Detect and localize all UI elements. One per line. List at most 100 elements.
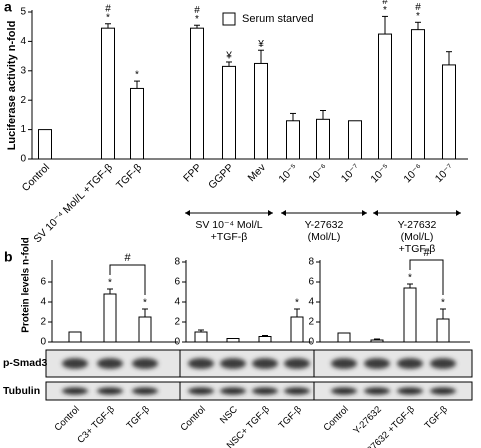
bar <box>194 331 208 343</box>
group-label: Y-27632 <box>398 219 437 231</box>
blot-band <box>62 387 88 395</box>
bracket-label: # <box>124 252 131 264</box>
y-axis-label: Protein levels n-fold <box>21 237 32 333</box>
significance-mark: * <box>143 298 147 309</box>
group-label: (Mol/L) <box>401 231 434 243</box>
x-tick-label: C3+ TGF-β <box>75 404 117 446</box>
significance-mark: * <box>195 14 199 25</box>
y-tick-label: 0 <box>308 337 314 348</box>
significance-mark: * <box>108 278 112 289</box>
x-tick-label: GGPP <box>206 162 236 192</box>
significance-mark: # <box>415 2 421 13</box>
x-tick-label: Mev <box>246 161 269 184</box>
blot-strip <box>313 381 473 401</box>
y-tick-label: 0 <box>174 337 180 348</box>
bar <box>68 331 82 343</box>
significance-mark: # <box>105 3 111 14</box>
significance-bracket <box>109 264 146 295</box>
bracket-label: # <box>423 247 430 259</box>
significance-mark: * <box>383 5 387 16</box>
bar <box>101 27 115 160</box>
bar <box>378 33 392 160</box>
y-tick-label: 4 <box>20 36 26 47</box>
bar <box>190 27 204 160</box>
blot-band <box>252 387 278 395</box>
bar <box>290 316 304 343</box>
y-tick-label: 0 <box>40 337 46 348</box>
y-tick-label: 0 <box>20 154 26 165</box>
x-tick-label: 10⁻⁷ <box>433 161 456 184</box>
y-tick-label: 2 <box>20 95 26 106</box>
y-tick-label: 3 <box>20 65 26 76</box>
x-tick-label: TGF-β <box>277 404 305 432</box>
bar <box>370 339 384 343</box>
bar <box>348 120 362 160</box>
y-tick-label: 4 <box>40 297 46 308</box>
bar <box>286 120 300 160</box>
group-label: +TGF-β <box>211 231 248 243</box>
y-tick-label: 6 <box>174 277 180 288</box>
y-tick-label: 2 <box>308 317 314 328</box>
significance-mark: * <box>441 298 445 309</box>
significance-mark: * <box>295 298 299 309</box>
bar <box>254 62 268 160</box>
blot-band <box>132 358 158 369</box>
significance-bracket <box>409 259 444 295</box>
blot-row-label: p-Smad3 <box>3 357 48 369</box>
blot-band <box>62 358 88 369</box>
blot-band <box>430 387 456 395</box>
blot-band <box>284 358 310 369</box>
significance-mark: * <box>416 11 420 22</box>
bar <box>337 332 351 343</box>
significance-mark: ¥ <box>257 39 264 50</box>
blot-band <box>331 358 357 369</box>
x-tick-label: Control <box>20 162 52 194</box>
x-tick-label: FPP <box>181 162 204 185</box>
significance-mark: * <box>135 70 139 81</box>
legend-label: Serum starved <box>242 13 314 25</box>
x-tick-label: Control <box>321 404 350 433</box>
x-tick-label: 10⁻⁵ <box>276 162 300 186</box>
bar <box>226 338 240 343</box>
legend-swatch <box>222 12 236 26</box>
x-tick-label: NSC <box>218 404 240 426</box>
x-tick-label: TGF-β <box>114 162 144 192</box>
y-tick-label: 8 <box>174 257 180 268</box>
x-tick-label: 10⁻⁶ <box>306 162 330 186</box>
x-tick-label: Control <box>52 404 81 433</box>
x-tick-label: TGF-β <box>125 404 153 432</box>
y-tick-label: 6 <box>308 277 314 288</box>
significance-mark: ¥ <box>225 51 232 62</box>
bar <box>403 287 417 343</box>
panel-label: a <box>4 0 12 15</box>
group-label: SV 10⁻⁴ Mol/L <box>195 219 262 231</box>
bar <box>138 316 152 343</box>
bar <box>38 129 52 160</box>
y-tick-label: 2 <box>40 317 46 328</box>
blot-band <box>397 387 423 395</box>
y-tick-label: 4 <box>308 297 314 308</box>
blot-band <box>364 387 390 395</box>
blot-band <box>331 387 357 395</box>
blot-band <box>188 358 214 369</box>
blot-band <box>97 358 123 369</box>
group-label: +TGF-β <box>399 243 436 255</box>
x-tick-label: 10⁻⁵ <box>368 162 392 186</box>
y-tick-label: 5 <box>20 7 26 18</box>
blot-row-label: Tubulin <box>3 385 40 397</box>
bar <box>316 118 330 160</box>
blot-band <box>397 358 423 369</box>
panel-label: b <box>4 249 13 265</box>
bar <box>442 64 456 160</box>
group-label: (Mol/L) <box>308 231 341 243</box>
x-tick-label: 10⁻⁷ <box>339 161 362 184</box>
significance-mark: # <box>382 0 388 7</box>
y-axis-label: Luciferase activity n-fold <box>6 21 18 151</box>
bar <box>436 318 450 343</box>
blot-band <box>220 387 246 395</box>
bar <box>258 336 272 343</box>
y-tick-label: 1 <box>20 124 26 135</box>
bar <box>130 87 144 160</box>
